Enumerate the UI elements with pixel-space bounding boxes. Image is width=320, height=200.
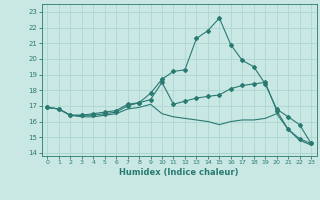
X-axis label: Humidex (Indice chaleur): Humidex (Indice chaleur)	[119, 168, 239, 177]
